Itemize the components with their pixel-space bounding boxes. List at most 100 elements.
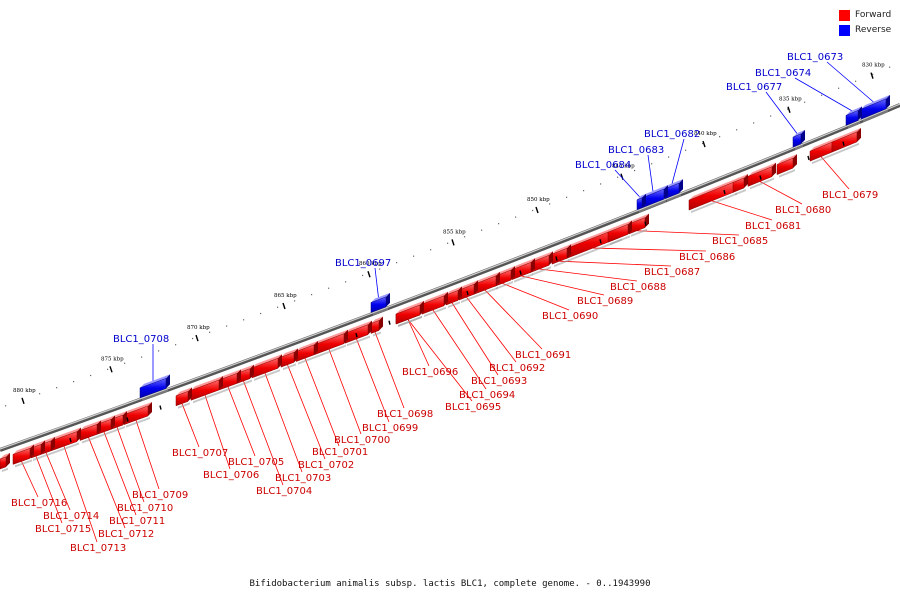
gene-blc1-0684[interactable] [636,193,646,213]
gene-blc1-0674[interactable] [845,106,862,129]
leader-line [432,309,487,390]
gene-label-blc1-0682[interactable]: BLC1_0682 [644,129,700,140]
gene-label-blc1-0701[interactable]: BLC1_0701 [312,447,368,458]
scale-dot [362,274,364,277]
scale-dot [243,319,245,321]
gene-blc1-0691[interactable] [473,271,500,298]
gene-label-blc1-0680[interactable]: BLC1_0680 [775,205,831,216]
gene-label-blc1-0709[interactable]: BLC1_0709 [132,490,188,501]
gene-blc1-0693[interactable] [445,286,462,309]
gene-blc1-0694[interactable] [421,291,448,318]
gene-label-blc1-0695[interactable]: BLC1_0695 [445,402,501,413]
gene-label-blc1-0706[interactable]: BLC1_0706 [203,470,259,481]
gene-blc1-0689[interactable] [511,258,535,283]
gene-blc1-0687[interactable] [551,244,571,268]
feature-mark [159,405,162,410]
leader-line [647,154,654,192]
gene-label-blc1-0679[interactable]: BLC1_0679 [822,190,878,201]
gene-label-blc1-0700[interactable]: BLC1_0700 [334,435,390,446]
scale-dot [277,306,279,308]
gene-label-blc1-0696[interactable]: BLC1_0696 [402,367,458,378]
leader-line [243,380,284,486]
gene-blc1-0706[interactable] [190,376,223,404]
scale-dot [328,287,330,289]
gene-blc1-0677[interactable] [792,129,805,151]
scale-tick-label: 835 kbp [779,97,802,103]
gene-unlabeled[interactable] [0,452,10,472]
gene-label-blc1-0689[interactable]: BLC1_0689 [577,296,633,307]
gene-blc1-0716[interactable] [12,444,34,468]
gene-label-blc1-0716[interactable]: BLC1_0716 [11,498,67,509]
gene-blc1-0683[interactable] [641,185,668,211]
gene-label-blc1-0694[interactable]: BLC1_0694 [459,390,515,401]
gene-blc1-0696[interactable] [395,300,424,328]
gene-label-blc1-0697[interactable]: BLC1_0697 [335,258,391,269]
gene-blc1-0702[interactable] [280,348,298,371]
gene-label-blc1-0708[interactable]: BLC1_0708 [113,334,169,345]
gene-label-blc1-0674[interactable]: BLC1_0674 [755,68,811,79]
gene-label-blc1-0704[interactable]: BLC1_0704 [256,486,312,497]
gene-label-blc1-0686[interactable]: BLC1_0686 [679,252,735,263]
leader-line [21,461,39,498]
gene-unlabeled[interactable] [732,173,748,196]
gene-label-blc1-0699[interactable]: BLC1_0699 [362,423,418,434]
feature-mark [807,155,810,161]
gene-label-blc1-0690[interactable]: BLC1_0690 [542,311,598,322]
gene-label-blc1-0702[interactable]: BLC1_0702 [298,460,354,471]
gene-label-blc1-0687[interactable]: BLC1_0687 [644,267,700,278]
gene-blc1-0692[interactable] [458,280,478,304]
scale-dot [872,73,874,75]
gene-label-blc1-0673[interactable]: BLC1_0673 [787,52,843,63]
gene-label-blc1-0711[interactable]: BLC1_0711 [109,516,165,527]
gene-blc1-0708[interactable] [139,374,170,401]
gene-label-blc1-0705[interactable]: BLC1_0705 [228,457,284,468]
leader-line [181,403,200,448]
leader-line [539,268,638,282]
gene-blc1-0679[interactable] [809,138,836,165]
gene-label-blc1-0681[interactable]: BLC1_0681 [745,221,801,232]
scale-dot [685,149,687,151]
feature-mark [723,189,726,195]
gene-label-blc1-0714[interactable]: BLC1_0714 [43,511,99,522]
scale-dot [430,249,432,251]
scale-dot [702,142,704,145]
leader-line [63,446,98,543]
gene-blc1-0699[interactable] [344,320,372,347]
gene-unlabeled[interactable] [831,127,861,156]
gene-label-blc1-0688[interactable]: BLC1_0688 [610,282,666,293]
gene-label-blc1-0685[interactable]: BLC1_0685 [712,236,768,247]
gene-label-blc1-0683[interactable]: BLC1_0683 [608,145,664,156]
gene-unlabeled[interactable] [607,220,632,246]
gene-blc1-0698[interactable] [370,316,383,337]
gene-label-blc1-0698[interactable]: BLC1_0698 [377,409,433,420]
scale-dot [515,216,517,218]
gene-label-blc1-0691[interactable]: BLC1_0691 [515,350,571,361]
gene-blc1-0701[interactable] [295,340,318,365]
gene-label-blc1-0710[interactable]: BLC1_0710 [117,503,173,514]
gene-label-blc1-0703[interactable]: BLC1_0703 [275,473,331,484]
gene-blc1-0673[interactable] [860,94,890,123]
gene-blc1-0705[interactable] [218,369,241,394]
gene-label-blc1-0715[interactable]: BLC1_0715 [35,524,91,535]
gene-blc1-0685[interactable] [628,213,649,237]
gene-label-blc1-0693[interactable]: BLC1_0693 [471,376,527,387]
gene-blc1-0700[interactable] [313,329,348,358]
gene-label-blc1-0713[interactable]: BLC1_0713 [70,543,126,554]
gene-label-blc1-0712[interactable]: BLC1_0712 [98,529,154,540]
gene-blc1-0697[interactable] [370,292,390,316]
feature-mark [355,332,358,338]
gene-blc1-0712[interactable] [79,420,101,444]
gene-label-blc1-0677[interactable]: BLC1_0677 [726,82,782,93]
leader-line [592,247,707,252]
gene-unlabeled[interactable] [776,154,797,178]
leader-line [636,230,740,236]
feature-mark [644,221,647,226]
leader-line [88,437,126,529]
legend-forward-label: Forward [855,10,892,20]
gene-label-blc1-0707[interactable]: BLC1_0707 [172,448,228,459]
gene-blc1-0707[interactable] [175,387,192,409]
gene-blc1-0703[interactable] [251,354,282,381]
gene-label-blc1-0684[interactable]: BLC1_0684 [575,160,631,171]
gene-label-blc1-0692[interactable]: BLC1_0692 [489,363,545,374]
leader-line [466,296,517,363]
